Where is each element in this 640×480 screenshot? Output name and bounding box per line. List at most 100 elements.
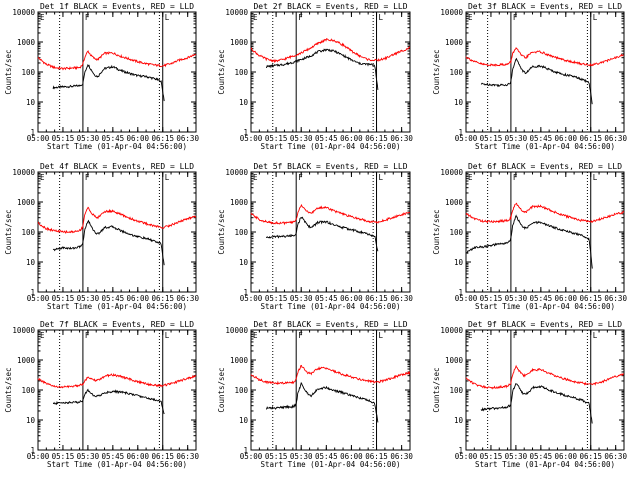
chart-title: Det 1f BLACK = Events, RED = LLD [40, 2, 194, 11]
x-tick-label: 05:00 [455, 134, 478, 143]
x-tick-label: 05:00 [455, 294, 478, 303]
plot-frame [37, 11, 197, 133]
x-tick-label: 05:15 [52, 134, 75, 143]
x-tick-label: 06:00 [127, 294, 150, 303]
series-line-lld [465, 47, 625, 67]
x-tick-label: 05:00 [27, 452, 50, 461]
x-tick-label: 05:15 [265, 134, 288, 143]
y-tick-label: 10000 [225, 8, 248, 17]
x-tick-label: 06:00 [555, 134, 578, 143]
y-axis-label: Counts/sec [4, 367, 13, 412]
plot-frame [465, 171, 625, 293]
y-tick-label: 10000 [440, 326, 463, 335]
interval-marker: L [593, 13, 598, 22]
interval-marker: F [513, 13, 518, 22]
y-tick-label: 100 [234, 228, 248, 237]
y-tick-label: 1000 [445, 198, 464, 207]
chart-title: Det 6f BLACK = Events, RED = LLD [468, 162, 622, 171]
x-tick-label: 05:30 [77, 452, 100, 461]
y-tick-label: 10 [239, 258, 249, 267]
series-line-lld [465, 202, 625, 224]
x-tick-label: 05:00 [27, 294, 50, 303]
interval-marker: E [253, 331, 258, 340]
y-tick-label: 10 [454, 416, 464, 425]
x-axis-label: Start Time (01-Apr-04 04:56:00) [475, 460, 615, 469]
y-tick-label: 1 [458, 446, 463, 455]
x-axis-label: Start Time (01-Apr-04 04:56:00) [475, 142, 615, 151]
x-tick-label: 06:15 [365, 134, 388, 143]
plot-frame [250, 171, 411, 293]
plot-frame [250, 11, 411, 133]
x-tick-label: 05:45 [530, 294, 553, 303]
interval-marker: E [468, 331, 473, 340]
x-axis-label: Start Time (01-Apr-04 04:56:00) [261, 142, 401, 151]
chart-panel: Det 9f BLACK = Events, RED = LLD 1 10 100 10… [432, 320, 627, 469]
y-tick-label: 10000 [440, 168, 463, 177]
y-tick-label: 10 [26, 98, 36, 107]
x-tick-label: 06:30 [604, 134, 627, 143]
chart-panel: Det 8f BLACK = Events, RED = LLD 1 10 100 10… [217, 320, 413, 469]
x-tick-label: 06:15 [151, 452, 174, 461]
x-axis-label: Start Time (01-Apr-04 04:56:00) [47, 302, 187, 311]
y-tick-label: 1000 [230, 38, 249, 47]
x-tick-label: 05:15 [52, 294, 75, 303]
x-tick-label: 05:30 [290, 452, 313, 461]
series-line-lld [250, 203, 411, 226]
x-axis-label: Start Time (01-Apr-04 04:56:00) [47, 142, 187, 151]
y-tick-label: 100 [21, 68, 35, 77]
interval-marker: F [513, 331, 518, 340]
x-tick-label: 05:15 [480, 452, 503, 461]
x-tick-label: 05:00 [240, 134, 263, 143]
x-tick-label: 06:15 [365, 294, 388, 303]
x-tick-label: 06:00 [340, 134, 363, 143]
interval-marker: E [253, 173, 258, 182]
x-tick-label: 05:00 [240, 294, 263, 303]
x-tick-label: 06:15 [579, 452, 602, 461]
x-tick-label: 06:30 [176, 294, 199, 303]
x-tick-label: 06:15 [579, 134, 602, 143]
y-tick-label: 1000 [230, 198, 249, 207]
interval-marker: F [298, 13, 303, 22]
interval-marker: E [40, 331, 45, 340]
plot-frame [465, 329, 625, 451]
y-tick-label: 10 [239, 416, 249, 425]
interval-marker: L [593, 331, 598, 340]
y-tick-label: 1 [458, 288, 463, 297]
y-tick-label: 10000 [12, 168, 35, 177]
x-tick-label: 05:30 [290, 134, 313, 143]
x-tick-label: 05:45 [102, 294, 125, 303]
interval-marker: F [513, 173, 518, 182]
x-tick-label: 06:00 [127, 452, 150, 461]
x-tick-label: 06:30 [604, 294, 627, 303]
y-tick-label: 100 [449, 68, 463, 77]
chart-title: Det 3f BLACK = Events, RED = LLD [468, 2, 622, 11]
chart-panel: Det 4f BLACK = Events, RED = LLD 1 10 100 10… [4, 162, 199, 311]
series-line-events [52, 63, 165, 102]
series-line-lld [37, 50, 197, 71]
y-axis-label: Counts/sec [217, 367, 226, 412]
plot-frame [465, 11, 625, 133]
chart-title: Det 2f BLACK = Events, RED = LLD [253, 2, 407, 11]
y-tick-label: 100 [21, 228, 35, 237]
x-tick-label: 06:30 [176, 134, 199, 143]
x-tick-label: 05:45 [315, 294, 338, 303]
series-line-events [52, 219, 165, 266]
x-tick-label: 05:15 [265, 452, 288, 461]
y-tick-label: 100 [234, 386, 248, 395]
x-tick-label: 05:00 [455, 452, 478, 461]
x-tick-label: 05:30 [290, 294, 313, 303]
y-tick-label: 10000 [12, 8, 35, 17]
x-tick-label: 05:30 [505, 452, 528, 461]
y-tick-label: 10 [454, 258, 464, 267]
y-tick-label: 10 [26, 258, 36, 267]
x-tick-label: 06:00 [340, 294, 363, 303]
y-tick-label: 1000 [445, 356, 464, 365]
interval-marker: L [165, 331, 170, 340]
series-line-lld [37, 373, 197, 389]
chart-title: Det 5f BLACK = Events, RED = LLD [253, 162, 407, 171]
y-tick-label: 10000 [225, 326, 248, 335]
y-tick-label: 1000 [17, 198, 36, 207]
y-tick-label: 1000 [230, 356, 249, 365]
y-tick-label: 1 [30, 446, 35, 455]
